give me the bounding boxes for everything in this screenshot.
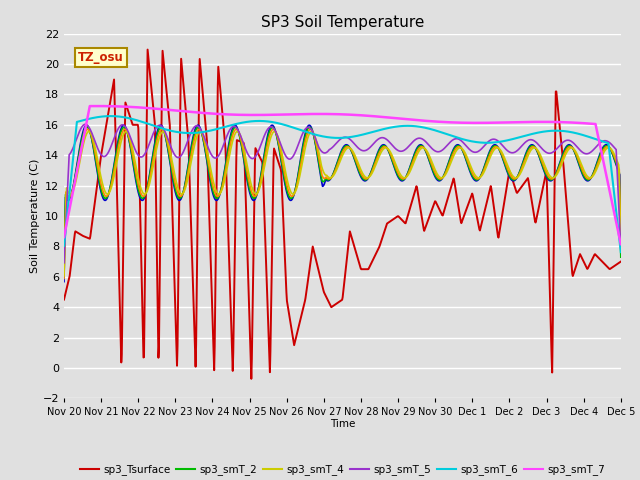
sp3_smT_5 (81, 121, 89, 127)
sp3_smT_2 (617, 254, 625, 260)
sp3_smT_1 (348, 149, 356, 155)
Line: sp3_smT_5: sp3_smT_5 (64, 124, 621, 263)
sp3_smT_6 (107, 113, 115, 119)
sp3_smT_2 (60, 265, 68, 271)
sp3_smT_3 (60, 276, 68, 281)
sp3_smT_6 (268, 119, 275, 125)
sp3_smT_5 (268, 124, 275, 130)
sp3_smT_4 (60, 273, 68, 279)
sp3_smT_3 (348, 148, 356, 154)
sp3_smT_4 (463, 154, 471, 160)
sp3_Tsurface (248, 376, 255, 382)
sp3_Tsurface (617, 259, 625, 264)
Line: sp3_smT_2: sp3_smT_2 (64, 127, 621, 268)
Line: sp3_smT_3: sp3_smT_3 (64, 129, 621, 278)
sp3_smT_7 (463, 120, 471, 126)
Line: sp3_smT_4: sp3_smT_4 (64, 132, 621, 276)
sp3_smT_1 (133, 182, 141, 188)
sp3_smT_7 (268, 112, 275, 118)
Text: TZ_osu: TZ_osu (78, 51, 124, 64)
sp3_smT_5 (208, 153, 216, 159)
sp3_Tsurface (144, 47, 152, 52)
sp3_smT_3 (84, 126, 92, 132)
sp3_smT_6 (581, 133, 589, 139)
sp3_smT_6 (60, 243, 68, 249)
sp3_smT_5 (581, 151, 589, 156)
sp3_smT_3 (617, 242, 625, 248)
Line: sp3_smT_7: sp3_smT_7 (64, 106, 621, 244)
sp3_smT_7 (348, 112, 356, 118)
sp3_smT_6 (133, 118, 141, 123)
sp3_Tsurface (464, 204, 472, 209)
sp3_smT_2 (581, 175, 589, 181)
sp3_smT_4 (234, 129, 241, 134)
sp3_smT_4 (208, 170, 216, 176)
sp3_smT_6 (208, 127, 216, 133)
sp3_smT_2 (269, 124, 276, 130)
sp3_smT_3 (463, 157, 471, 163)
sp3_smT_4 (133, 168, 141, 173)
X-axis label: Time: Time (330, 419, 355, 429)
sp3_smT_2 (267, 126, 275, 132)
sp3_smT_1 (581, 177, 589, 182)
sp3_smT_7 (93, 103, 101, 109)
Line: sp3_Tsurface: sp3_Tsurface (64, 49, 621, 379)
sp3_smT_4 (617, 245, 625, 251)
sp3_smT_3 (133, 177, 141, 183)
sp3_smT_2 (348, 149, 356, 155)
sp3_smT_5 (617, 247, 625, 252)
sp3_Tsurface (60, 297, 68, 302)
sp3_smT_1 (617, 237, 625, 243)
sp3_smT_7 (617, 241, 625, 247)
sp3_smT_2 (463, 159, 471, 165)
sp3_smT_5 (60, 260, 68, 266)
sp3_Tsurface (133, 122, 141, 128)
sp3_smT_3 (268, 128, 275, 134)
sp3_smT_4 (348, 147, 356, 153)
sp3_smT_7 (581, 120, 589, 126)
sp3_smT_1 (208, 185, 216, 191)
sp3_smT_2 (133, 180, 141, 185)
sp3_smT_5 (348, 138, 356, 144)
sp3_smT_6 (348, 134, 356, 140)
sp3_smT_1 (267, 123, 275, 129)
sp3_smT_7 (208, 111, 216, 117)
Line: sp3_smT_6: sp3_smT_6 (64, 116, 621, 252)
sp3_smT_5 (133, 151, 141, 157)
sp3_smT_6 (463, 137, 471, 143)
sp3_Tsurface (582, 263, 589, 269)
sp3_smT_1 (463, 160, 471, 166)
Title: SP3 Soil Temperature: SP3 Soil Temperature (260, 15, 424, 30)
sp3_smT_5 (463, 144, 471, 150)
sp3_smT_1 (60, 279, 68, 285)
sp3_smT_7 (133, 105, 141, 110)
sp3_smT_6 (617, 249, 625, 255)
sp3_smT_1 (305, 122, 313, 128)
sp3_smT_7 (60, 234, 68, 240)
sp3_smT_3 (208, 180, 216, 186)
Legend: sp3_Tsurface, sp3_smT_1, sp3_smT_2, sp3_smT_3, sp3_smT_4, sp3_smT_5, sp3_smT_6, : sp3_Tsurface, sp3_smT_1, sp3_smT_2, sp3_… (76, 460, 609, 480)
sp3_smT_2 (208, 182, 216, 188)
Y-axis label: Soil Temperature (C): Soil Temperature (C) (30, 159, 40, 273)
sp3_Tsurface (268, 253, 276, 259)
sp3_smT_3 (581, 173, 589, 179)
sp3_smT_4 (581, 170, 589, 176)
sp3_Tsurface (208, 302, 216, 308)
sp3_smT_4 (268, 132, 275, 138)
Line: sp3_smT_1: sp3_smT_1 (64, 125, 621, 282)
sp3_Tsurface (349, 237, 356, 243)
